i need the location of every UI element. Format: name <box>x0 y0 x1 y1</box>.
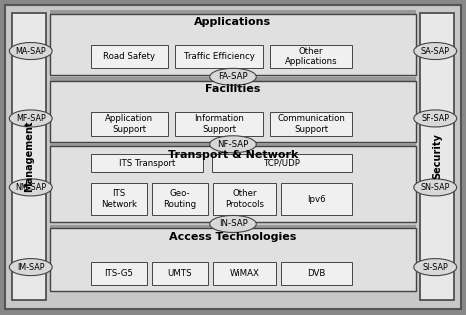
Text: Applications: Applications <box>194 17 272 27</box>
Ellipse shape <box>9 110 52 127</box>
FancyBboxPatch shape <box>50 228 416 291</box>
Text: NM-SAP: NM-SAP <box>15 183 46 192</box>
FancyBboxPatch shape <box>50 14 416 75</box>
FancyBboxPatch shape <box>175 45 263 68</box>
FancyBboxPatch shape <box>91 262 147 285</box>
FancyBboxPatch shape <box>91 45 168 68</box>
Text: Other
Applications: Other Applications <box>285 47 337 66</box>
Text: FA-SAP: FA-SAP <box>218 72 248 81</box>
FancyBboxPatch shape <box>175 112 263 136</box>
Ellipse shape <box>9 179 52 196</box>
FancyBboxPatch shape <box>50 81 416 142</box>
Ellipse shape <box>210 215 256 232</box>
Text: NF-SAP: NF-SAP <box>217 140 249 149</box>
Ellipse shape <box>414 110 457 127</box>
Text: Transport & Network: Transport & Network <box>168 150 298 160</box>
Text: UMTS: UMTS <box>168 269 192 278</box>
Text: DVB: DVB <box>307 269 326 278</box>
Text: Other
Protocols: Other Protocols <box>225 189 264 209</box>
FancyBboxPatch shape <box>50 143 416 146</box>
FancyBboxPatch shape <box>212 154 352 172</box>
FancyBboxPatch shape <box>420 13 454 300</box>
Text: Application
Support: Application Support <box>105 114 153 134</box>
FancyBboxPatch shape <box>50 146 416 222</box>
FancyBboxPatch shape <box>281 262 352 285</box>
Ellipse shape <box>210 68 256 85</box>
Text: Information
Support: Information Support <box>194 114 244 134</box>
FancyBboxPatch shape <box>91 112 168 136</box>
Text: MF-SAP: MF-SAP <box>16 114 46 123</box>
FancyBboxPatch shape <box>270 45 352 68</box>
Text: ITS-G5: ITS-G5 <box>104 269 133 278</box>
Ellipse shape <box>9 259 52 276</box>
Text: Communication
Support: Communication Support <box>277 114 345 134</box>
Text: WiMAX: WiMAX <box>229 269 260 278</box>
Text: SI-SAP: SI-SAP <box>422 263 448 272</box>
Ellipse shape <box>9 43 52 60</box>
Text: ITS
Network: ITS Network <box>101 189 137 209</box>
Text: Traffic Efficiency: Traffic Efficiency <box>184 52 254 61</box>
FancyBboxPatch shape <box>12 13 46 300</box>
Text: Ipv6: Ipv6 <box>307 195 326 203</box>
Text: SA-SAP: SA-SAP <box>421 47 450 55</box>
Ellipse shape <box>414 43 457 60</box>
FancyBboxPatch shape <box>213 262 276 285</box>
Text: Geo-
Routing: Geo- Routing <box>163 189 197 209</box>
Text: ITS Transport: ITS Transport <box>119 159 175 168</box>
FancyBboxPatch shape <box>50 77 416 81</box>
Ellipse shape <box>414 179 457 196</box>
FancyBboxPatch shape <box>50 10 416 14</box>
Text: IM-SAP: IM-SAP <box>17 263 45 272</box>
Text: IN-SAP: IN-SAP <box>219 220 247 228</box>
FancyBboxPatch shape <box>152 262 208 285</box>
Text: TCP/UDP: TCP/UDP <box>263 159 301 168</box>
Ellipse shape <box>210 136 256 153</box>
FancyBboxPatch shape <box>152 183 208 215</box>
Text: Security: Security <box>432 133 442 179</box>
Text: MA-SAP: MA-SAP <box>15 47 46 55</box>
FancyBboxPatch shape <box>91 154 203 172</box>
FancyBboxPatch shape <box>281 183 352 215</box>
Text: SF-SAP: SF-SAP <box>421 114 449 123</box>
FancyBboxPatch shape <box>91 183 147 215</box>
Text: SN-SAP: SN-SAP <box>420 183 450 192</box>
FancyBboxPatch shape <box>270 112 352 136</box>
FancyBboxPatch shape <box>5 5 461 309</box>
Text: Management: Management <box>24 121 34 192</box>
FancyBboxPatch shape <box>50 225 416 228</box>
Text: Facilities: Facilities <box>206 84 260 94</box>
Text: Access Technologies: Access Technologies <box>169 232 297 242</box>
Ellipse shape <box>414 259 457 276</box>
Text: Road Safety: Road Safety <box>103 52 155 61</box>
FancyBboxPatch shape <box>213 183 276 215</box>
